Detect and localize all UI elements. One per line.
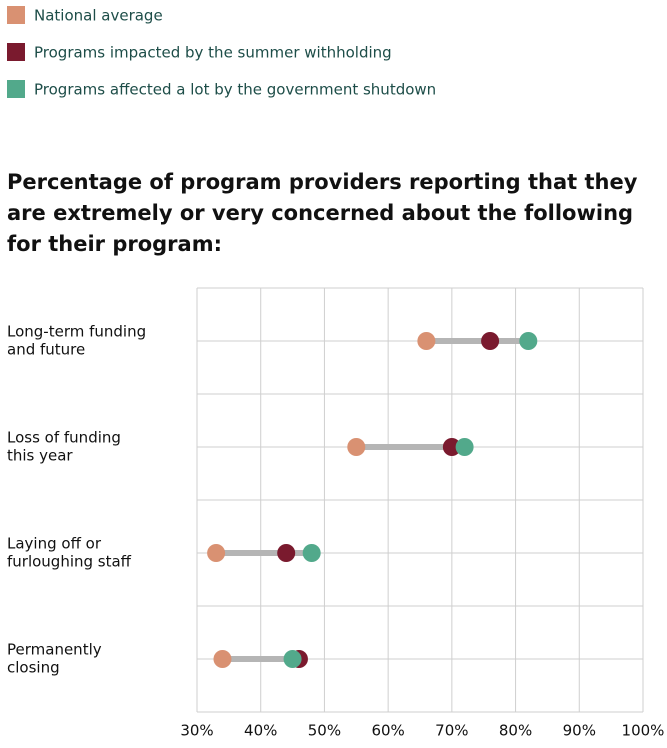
- y-tick-label: this year: [7, 447, 73, 465]
- y-tick-label: furloughing staff: [7, 553, 132, 571]
- y-tick-label: Loss of funding: [7, 429, 121, 447]
- legend-swatch: [7, 43, 25, 61]
- x-tick-label: 60%: [371, 722, 404, 740]
- legend-label: National average: [34, 7, 163, 25]
- y-tick-label: Permanently: [7, 641, 102, 659]
- x-tick-label: 30%: [180, 722, 213, 740]
- legend-label: Programs affected a lot by the governmen…: [34, 81, 436, 99]
- legend-swatch: [7, 80, 25, 98]
- x-tick-label: 80%: [499, 722, 532, 740]
- dot: [481, 332, 500, 350]
- dot: [519, 332, 538, 350]
- chart-title: Percentage of program providers reportin…: [7, 170, 638, 256]
- dot: [302, 544, 321, 562]
- legend-label: Programs impacted by the summer withhold…: [34, 44, 392, 62]
- dot: [455, 438, 474, 456]
- y-tick-label: Laying off or: [7, 535, 102, 553]
- y-tick-label: Long-term funding: [7, 323, 146, 341]
- legend-swatch: [7, 6, 25, 24]
- dot: [207, 544, 226, 562]
- title-line: for their program:: [7, 232, 222, 256]
- dot: [442, 438, 461, 456]
- dot: [213, 650, 232, 668]
- x-tick-label: 70%: [435, 722, 468, 740]
- y-tick-label: closing: [7, 659, 60, 677]
- dot: [277, 544, 296, 562]
- dot: [417, 332, 436, 350]
- title-line: are extremely or very concerned about th…: [7, 201, 633, 225]
- dot: [283, 650, 302, 668]
- x-tick-label: 100%: [622, 722, 665, 740]
- dot: [347, 438, 366, 456]
- x-tick-label: 40%: [244, 722, 277, 740]
- x-tick-label: 90%: [563, 722, 596, 740]
- title-line: Percentage of program providers reportin…: [7, 170, 638, 194]
- y-tick-label: and future: [7, 341, 85, 359]
- x-tick-label: 50%: [308, 722, 341, 740]
